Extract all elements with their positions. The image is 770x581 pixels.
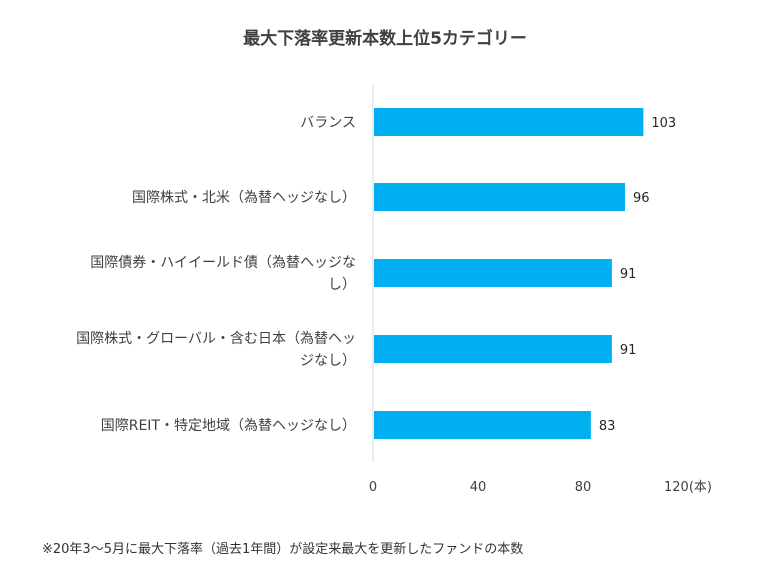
bar-value-label: 91 — [620, 267, 637, 282]
labels-layer: 103 バランス 96 国際株式・北米（為替ヘッジなし） 91 国際債券・ハイイールド債（… — [76, 115, 676, 434]
category-label: バランス — [300, 115, 356, 131]
bar — [374, 335, 612, 363]
bar-value-label: 91 — [620, 343, 637, 358]
category-label: 国際債券・ハイイールド債（為替ヘッジな — [90, 255, 356, 271]
bar-chart: 0 40 80 120(本) 103 バランス 96 国際株式・北米（為替ヘッジなし） 91 国… — [76, 85, 712, 495]
bar — [374, 411, 591, 439]
x-tick-label: 40 — [470, 480, 487, 495]
footnote: ※20年3〜5月に最大下落率（過去1年間）が設定来最大を更新したファンドの本数 — [42, 542, 524, 557]
category-label: 国際株式・グローバル・含む日本（為替ヘッ — [76, 331, 356, 347]
bar — [374, 108, 644, 136]
category-label: 国際REIT・特定地域（為替ヘッジなし） — [101, 418, 356, 434]
x-tick-label: 0 — [369, 480, 377, 495]
x-tick-label: 80 — [575, 480, 592, 495]
category-label: ジなし） — [300, 353, 356, 369]
bar — [374, 183, 625, 211]
axis-layer: 0 40 80 120(本) — [369, 85, 712, 495]
chart-title: 最大下落率更新本数上位5カテゴリー — [243, 29, 527, 49]
category-label: し） — [328, 277, 356, 293]
bar-value-label: 83 — [599, 419, 616, 434]
category-label: 国際株式・北米（為替ヘッジなし） — [132, 190, 356, 206]
bars-layer — [374, 108, 644, 439]
bar-value-label: 96 — [633, 191, 650, 206]
bar-value-label: 103 — [651, 116, 676, 131]
x-tick-label: 120(本) — [664, 480, 712, 495]
bar — [374, 259, 612, 287]
